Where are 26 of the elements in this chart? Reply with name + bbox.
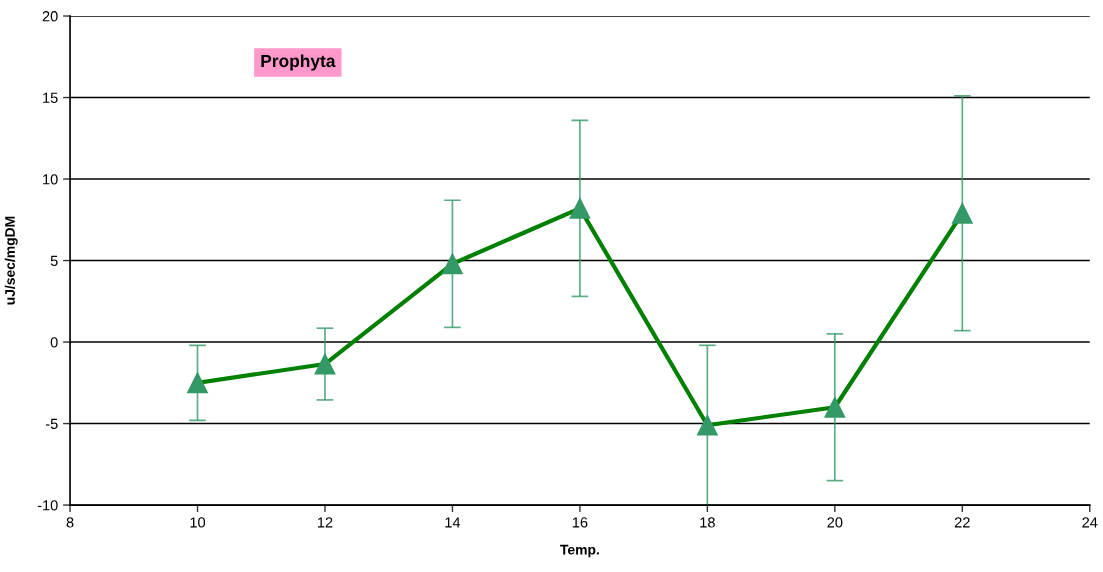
point [824, 396, 846, 418]
y-tick-label: 0 [50, 337, 58, 348]
point [187, 372, 208, 394]
x-tick-label: 8 [66, 517, 74, 528]
x-tick-label: 12 [317, 517, 333, 528]
annotation: Prophyta [261, 54, 336, 71]
x-tick-label: 20 [827, 517, 843, 528]
x-axis-title: Temp. [560, 544, 599, 558]
y-tick-label: 15 [43, 92, 58, 103]
y-tick-label: 5 [50, 255, 58, 266]
point [314, 353, 336, 375]
y-tick-label: -5 [45, 418, 58, 429]
y-tick-label: 20 [42, 11, 58, 22]
point [696, 414, 718, 436]
y-tick-label: 10 [43, 174, 58, 185]
y-tick-label: -10 [37, 500, 58, 511]
x-tick-label: 18 [700, 517, 715, 528]
point [442, 253, 463, 275]
x-tick-label: 16 [572, 517, 588, 528]
point [951, 202, 973, 224]
x-tick-label: 14 [445, 517, 461, 528]
x-tick-label: 22 [954, 517, 970, 528]
x-tick-label: 24 [1082, 517, 1098, 528]
y-axis-title: uJ/sec/mgDM [4, 216, 18, 305]
point [569, 197, 591, 219]
x-tick-label: 10 [190, 517, 206, 528]
